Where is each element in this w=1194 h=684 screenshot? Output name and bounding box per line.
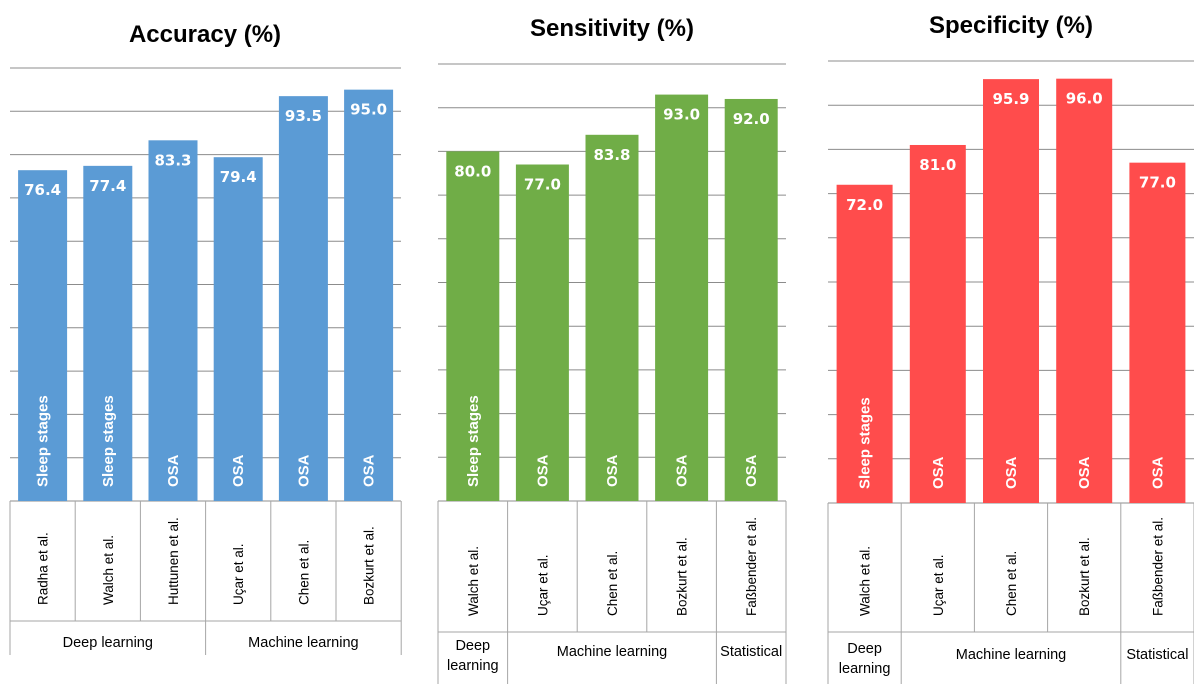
category-label: Huttunen et al. — [166, 517, 181, 605]
data-label: 95.0 — [350, 101, 387, 119]
category-label: Walch et al. — [101, 535, 116, 605]
group-label: Deep learning — [839, 641, 891, 677]
category-label: Bozkurt et al. — [1077, 537, 1092, 616]
bar-annotation: Sleep stages — [100, 395, 117, 487]
bar — [983, 79, 1039, 503]
data-label: 83.3 — [154, 151, 191, 169]
bar-annotation: OSA — [1003, 456, 1020, 489]
data-label: 79.4 — [220, 168, 257, 186]
group-label: Deep learning — [63, 635, 153, 651]
category-label: Walch et al. — [858, 546, 873, 616]
data-label: 81.0 — [919, 156, 956, 174]
bar — [724, 98, 778, 502]
bar-annotation: Sleep stages — [35, 395, 52, 487]
bar-annotation: OSA — [604, 454, 621, 487]
bar — [836, 184, 893, 503]
category-label: Uçar et al. — [931, 554, 946, 616]
group-label: Machine learning — [956, 647, 1066, 663]
bar — [213, 157, 263, 501]
category-label: Chen et al. — [1004, 551, 1019, 616]
bar — [18, 170, 68, 502]
chart-panel-1: Accuracy (%) 76.4 Sleep stages 77.4 Sleep st… — [9, 21, 402, 655]
bar — [909, 144, 966, 504]
category-label: Bozkurt et al. — [362, 526, 377, 605]
category-label: Faßbender et al. — [1150, 517, 1165, 616]
category-label: Uçar et al. — [535, 554, 550, 616]
data-label: 96.0 — [1066, 90, 1103, 108]
category-label: Radha et al. — [36, 532, 51, 605]
group-label: Machine learning — [248, 635, 358, 651]
data-label: 95.9 — [992, 90, 1029, 108]
bar — [1129, 162, 1186, 503]
bar — [148, 140, 198, 501]
bar-annotation: OSA — [1149, 456, 1166, 489]
category-label: Chen et al. — [296, 540, 311, 605]
bar — [446, 151, 500, 501]
bar-annotation: Sleep stages — [465, 395, 482, 487]
bar-annotation: OSA — [534, 454, 551, 487]
bar — [1056, 78, 1113, 504]
chart-title: Accuracy (%) — [129, 21, 281, 48]
bar — [585, 134, 639, 501]
bar-annotation: OSA — [930, 456, 947, 489]
bar-annotation: OSA — [295, 454, 312, 487]
data-label: 76.4 — [24, 181, 61, 199]
bar-annotation: Sleep stages — [857, 397, 874, 489]
data-label: 83.8 — [593, 146, 630, 164]
bar-annotation: OSA — [743, 454, 760, 487]
bar — [278, 96, 328, 502]
group-label: Deep learning — [447, 638, 499, 674]
data-label: 92.0 — [733, 110, 770, 128]
data-label: 77.4 — [89, 177, 126, 195]
chart-panel-3: Specificity (%) 72.0 Sleep stages 81.0 OSA 95… — [827, 12, 1194, 684]
chart-title: Specificity (%) — [929, 12, 1093, 39]
category-label: Chen et al. — [605, 551, 620, 616]
bar — [83, 165, 133, 501]
category-label: Uçar et al. — [231, 543, 246, 605]
data-label: 93.5 — [285, 107, 322, 125]
category-label: Faßbender et al. — [744, 517, 759, 616]
group-label: Statistical — [720, 644, 782, 660]
data-label: 72.0 — [846, 196, 883, 214]
bar-annotation: OSA — [1076, 456, 1093, 489]
category-label: Bozkurt et al. — [675, 537, 690, 616]
bar — [344, 89, 394, 502]
chart-panel-2: Sensitivity (%) 80.0 Sleep stages 77.0 OSA 83… — [437, 15, 787, 684]
data-label: 77.0 — [1139, 174, 1176, 192]
bar-annotation: OSA — [230, 454, 247, 487]
data-label: 93.0 — [663, 106, 700, 124]
bar-annotation: OSA — [165, 454, 182, 487]
bar-annotation: OSA — [674, 454, 691, 487]
data-label: 80.0 — [454, 162, 491, 180]
group-label: Statistical — [1126, 647, 1188, 663]
category-label: Walch et al. — [466, 546, 481, 616]
bar — [655, 94, 709, 501]
bar — [515, 164, 569, 501]
data-label: 77.0 — [524, 176, 561, 194]
chart-title: Sensitivity (%) — [530, 15, 694, 42]
group-label: Machine learning — [557, 644, 667, 660]
bar-annotation: OSA — [361, 454, 378, 487]
